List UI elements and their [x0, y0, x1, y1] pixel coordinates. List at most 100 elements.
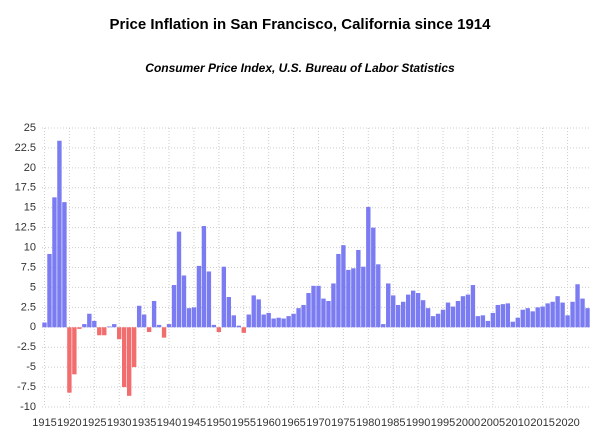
bar: [206, 271, 212, 328]
bar: [82, 324, 87, 328]
bar: [570, 301, 575, 328]
bar: [545, 303, 550, 328]
x-tick-label: 1950: [207, 417, 231, 429]
bar: [470, 285, 476, 328]
x-tick-label: 2000: [456, 417, 480, 429]
bar: [580, 298, 585, 328]
x-tick-label: 1995: [431, 417, 455, 429]
bar: [296, 308, 301, 328]
bar: [555, 296, 560, 328]
bar: [510, 321, 515, 328]
y-tick-label: 20: [24, 162, 36, 174]
x-tick-label: 2020: [555, 417, 579, 429]
bar: [366, 206, 371, 328]
bar: [356, 249, 361, 328]
bar: [520, 309, 525, 328]
bar: [256, 299, 261, 328]
bar: [485, 320, 491, 328]
bar: [400, 301, 406, 328]
bar: [271, 318, 276, 328]
y-tick-label: 25: [24, 122, 36, 134]
bar: [251, 295, 256, 328]
x-tick-label: 1975: [331, 417, 355, 429]
y-tick-label: -10: [20, 401, 36, 413]
bar: [166, 324, 172, 328]
bar: [540, 306, 545, 328]
x-tick-label: 1935: [132, 417, 156, 429]
bar: [276, 317, 281, 328]
bar: [151, 300, 157, 328]
bar: [281, 318, 286, 328]
bar: [450, 306, 456, 328]
bar: [52, 197, 57, 328]
bar: [112, 324, 117, 328]
bar: [141, 314, 147, 328]
bar: [430, 316, 436, 328]
bar: [480, 315, 486, 328]
bar: [316, 285, 321, 328]
x-tick-label: 1925: [82, 417, 106, 429]
x-tick-label: 1985: [381, 417, 405, 429]
x-tick-label: 1960: [256, 417, 280, 429]
chart-title: Price Inflation in San Francisco, Califo…: [110, 16, 492, 33]
bar: [465, 294, 471, 328]
bar: [381, 324, 386, 328]
bar: [171, 285, 177, 328]
x-tick-label: 2015: [530, 417, 554, 429]
y-tick-label: 17.5: [15, 182, 36, 194]
bar: [386, 283, 391, 328]
bar: [505, 303, 510, 328]
chart-subtitle: Consumer Price Index, U.S. Bureau of Lab…: [145, 61, 455, 75]
y-tick-label: -2.5: [17, 341, 36, 353]
bar: [261, 314, 266, 328]
bar: [560, 302, 565, 328]
bar: [500, 304, 506, 328]
bar: [107, 326, 112, 328]
x-tick-label: 1965: [281, 417, 305, 429]
bar: [535, 307, 540, 328]
y-tick-label: 22.5: [15, 142, 36, 154]
bar: [102, 327, 107, 336]
bar: [67, 327, 72, 393]
bar: [191, 307, 197, 328]
x-tick-label: 1980: [356, 417, 380, 429]
bar: [301, 304, 306, 328]
bar: [455, 300, 461, 328]
bar: [405, 294, 411, 328]
bar: [585, 308, 590, 328]
bar: [525, 308, 530, 328]
y-tick-label: -5: [26, 361, 36, 373]
bar: [415, 293, 421, 328]
y-tick-label: 2.5: [21, 301, 36, 313]
bar: [371, 227, 376, 328]
bar: [176, 231, 182, 328]
bar: [231, 315, 236, 328]
bar: [92, 320, 97, 328]
bar: [221, 266, 227, 328]
bar: [201, 226, 207, 328]
x-tick-label: 1940: [157, 417, 181, 429]
bar: [97, 327, 102, 336]
bar: [126, 327, 132, 396]
bar: [286, 316, 291, 328]
bar: [475, 316, 481, 328]
y-tick-label: 10: [24, 241, 36, 253]
bar: [490, 312, 496, 328]
bar: [306, 293, 311, 328]
bar: [425, 308, 431, 328]
x-tick-label: 1930: [107, 417, 131, 429]
bar: [341, 245, 346, 328]
bar: [156, 324, 162, 328]
bar: [361, 266, 366, 328]
y-tick-label: 12.5: [15, 222, 36, 234]
bar: [291, 313, 296, 328]
bar: [87, 313, 92, 328]
y-tick-label: 5: [30, 281, 36, 293]
bar: [495, 304, 501, 328]
bar: [42, 322, 47, 328]
bar: [77, 327, 82, 329]
bar: [47, 253, 52, 328]
bar: [435, 313, 441, 328]
bar: [122, 327, 127, 388]
